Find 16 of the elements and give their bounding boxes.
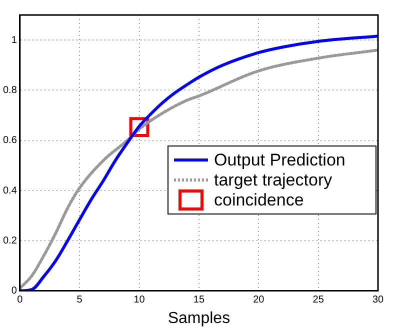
x-axis-title: Samples [168,310,230,327]
x-tick-label: 25 [312,294,324,306]
y-tick-label: 1 [11,34,18,46]
x-tick-label: 30 [372,294,384,306]
y-tick-label: 0.6 [2,135,18,146]
legend-label: coincidence [214,190,304,210]
legend-label: Output Prediction [214,150,346,170]
legend-label: target trajectory [214,170,333,190]
x-tick-label: 15 [193,294,205,306]
y-tick-label: 0 [11,286,18,297]
y-tick-label: 0.8 [2,84,18,96]
x-tick-label: 10 [134,294,146,306]
x-tick-label: 20 [253,294,265,306]
x-tick-label: 5 [76,294,83,306]
y-tick-label: 0.2 [2,235,18,246]
y-tick-label: 0.4 [2,185,18,196]
